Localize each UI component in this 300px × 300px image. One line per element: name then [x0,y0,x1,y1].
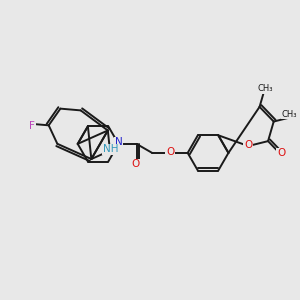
Text: F: F [29,122,35,131]
Text: NH: NH [103,144,118,154]
Text: O: O [132,159,140,169]
Text: CH₃: CH₃ [258,84,273,93]
Text: O: O [244,140,252,150]
Text: O: O [166,147,174,157]
Text: O: O [277,148,285,158]
Text: N: N [115,137,122,147]
Text: CH₃: CH₃ [281,110,297,119]
